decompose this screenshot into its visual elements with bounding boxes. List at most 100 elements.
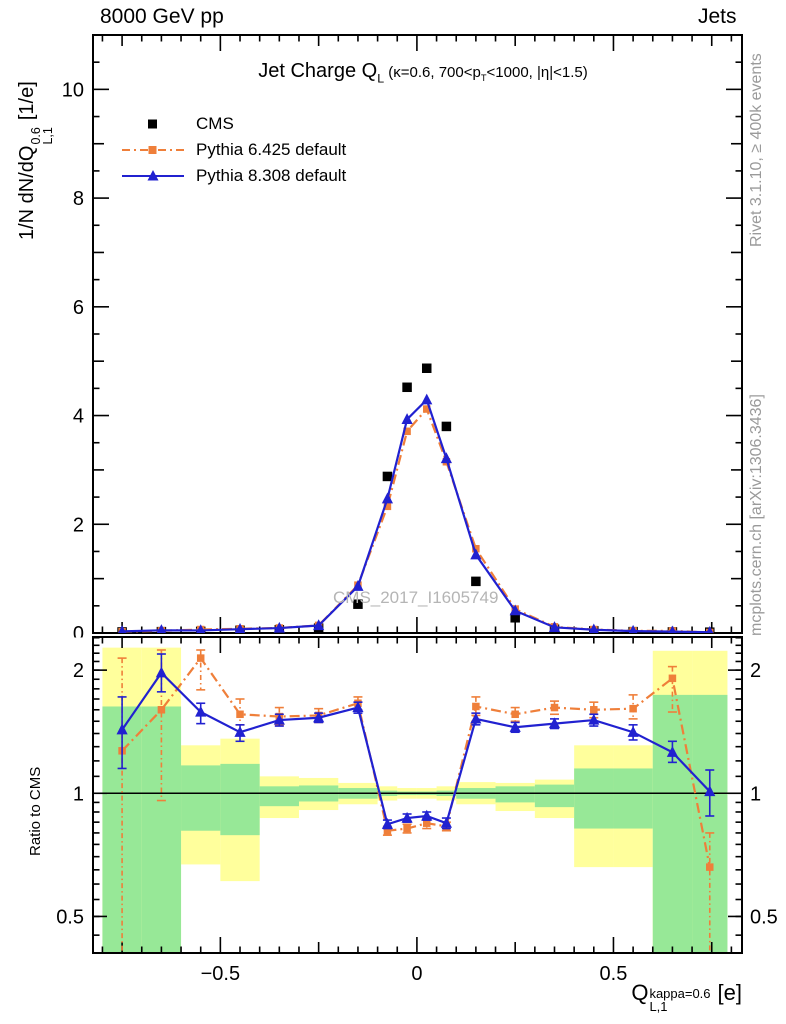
main-y-tick-label: 4: [73, 406, 84, 428]
ratio-y-axis-title: Ratio to CMS: [27, 766, 44, 856]
data-point-triangle: [628, 624, 638, 633]
legend-item-pythia8: Pythia 8.308 default: [122, 163, 346, 189]
ratio-y-tick-label-right: 0.5: [750, 906, 778, 928]
data-point-square: [629, 704, 637, 713]
pythia8-line: [122, 397, 710, 633]
data-point-square: [383, 826, 392, 835]
data-point-triangle: [509, 721, 521, 732]
axis-tick-labels: 0 2 4 6 8 10 0.5 0.5 1 1 2 2 −0.5 0 0.5: [56, 79, 778, 985]
ratio-y-tick-label-right: 2: [750, 660, 761, 682]
pythia8-marker-icon: [122, 170, 184, 181]
ratio-band-green: [613, 768, 653, 829]
data-point-square: [196, 654, 205, 662]
y-axis-title-sub: L,1: [40, 127, 55, 145]
pythia8-ratio-line: [121, 671, 711, 826]
ratio-panel-series: [116, 649, 716, 953]
data-point-square: [383, 502, 392, 511]
data-point-square: [402, 382, 412, 393]
data-point-triangle: [706, 625, 714, 633]
x-axis-title-unit: [e]: [717, 980, 742, 1005]
ratio-y-tick-label-left: 1: [73, 783, 84, 805]
main-y-tick-label: 0: [73, 623, 84, 645]
data-point-square: [511, 710, 519, 719]
data-point-triangle: [381, 492, 394, 504]
data-point-triangle: [352, 701, 364, 713]
data-point-square: [422, 819, 431, 827]
plot-title-cond-post: <1000, |η|<1.5): [486, 64, 588, 81]
main-y-tick-label: 2: [73, 514, 84, 536]
data-point-triangle: [234, 622, 246, 633]
legend-label-cms: CMS: [196, 114, 234, 133]
ratio-y-tick-label-left: 2: [73, 660, 84, 682]
ratio-band-green: [141, 706, 182, 953]
data-point-square: [422, 405, 431, 413]
analysis-id-watermark: CMS_2017_I1605749: [333, 588, 499, 607]
x-tick-label: 0: [411, 963, 422, 985]
data-point-triangle: [195, 705, 207, 717]
x-tick-label: −0.5: [201, 963, 240, 985]
ratio-band-green: [181, 765, 221, 831]
data-point-square: [590, 706, 598, 714]
label-clip-patch: [58, 637, 90, 648]
data-point-square: [472, 702, 480, 711]
data-point-square: [382, 471, 393, 482]
ratio-y-tick-label-right: 1: [750, 783, 761, 805]
legend-label-pythia8: Pythia 8.308 default: [196, 166, 347, 185]
data-point-square: [550, 703, 559, 712]
data-point-triangle: [440, 452, 452, 464]
data-point-triangle: [313, 711, 325, 723]
main-y-tick-label: 10: [62, 79, 84, 101]
data-point-triangle: [666, 746, 679, 757]
ratio-uncertainty-bands: [102, 647, 728, 953]
legend-item-cms: CMS: [122, 111, 346, 137]
x-axis-title-sub: L,1: [649, 999, 668, 1015]
data-point-square: [510, 613, 520, 623]
data-point-triangle: [588, 623, 599, 633]
main-y-tick-label: 6: [73, 297, 84, 319]
ratio-band-green: [220, 763, 260, 836]
data-point-triangle: [352, 580, 364, 591]
data-point-triangle: [421, 393, 433, 405]
main-panel-series: [117, 363, 715, 633]
data-point-triangle: [401, 811, 413, 823]
data-point-triangle: [116, 723, 128, 735]
data-point-triangle: [401, 413, 413, 424]
data-point-triangle: [470, 548, 482, 560]
ratio-band-green: [534, 784, 575, 808]
y-axis-title-unit: [1/e]: [16, 81, 38, 121]
pythia8-series: [118, 393, 714, 633]
main-y-axis-title: 1/N dN/dQ 0.6 L,1 [1/e]: [16, 81, 55, 240]
data-point-triangle: [704, 785, 716, 797]
pythia6-line: [122, 406, 710, 633]
x-axis-title-text: Q: [631, 980, 649, 1005]
data-point-square: [353, 599, 363, 609]
data-point-triangle: [548, 621, 561, 632]
data-point-triangle: [548, 717, 561, 729]
legend-item-pythia6: Pythia 6.425 default: [122, 137, 346, 163]
data-point-square: [668, 674, 677, 683]
data-point-triangle: [273, 621, 285, 633]
data-point-triangle: [155, 666, 167, 678]
data-point-triangle: [421, 809, 433, 821]
data-point-square: [403, 427, 411, 436]
ratio-band-green: [574, 768, 614, 829]
x-axis-title-sup: kappa=0.6: [649, 986, 711, 1002]
plot-title-cond-sub: T: [480, 73, 487, 84]
data-point-triangle: [381, 818, 394, 829]
x-tick-label: 0.5: [600, 963, 628, 985]
data-point-square: [706, 863, 714, 871]
data-point-triangle: [668, 625, 677, 633]
rivet-version-note: Rivet 3.1.10, ≥ 400k events: [748, 53, 765, 247]
header-beam-energy: 8000 GeV pp: [100, 5, 224, 28]
data-point-triangle: [273, 713, 285, 725]
data-point-triangle: [196, 624, 206, 633]
plot-title: Jet Charge QL (κ=0.6, 700<pT<1000, |η|<1…: [258, 60, 588, 86]
y-axis-title-text: 1/N dN/dQ: [16, 145, 38, 240]
data-point-square: [236, 710, 244, 719]
legend: CMS Pythia 6.425 default Pythia 8.308 de…: [122, 111, 346, 189]
data-point-triangle: [440, 817, 452, 828]
data-point-square: [403, 824, 411, 833]
